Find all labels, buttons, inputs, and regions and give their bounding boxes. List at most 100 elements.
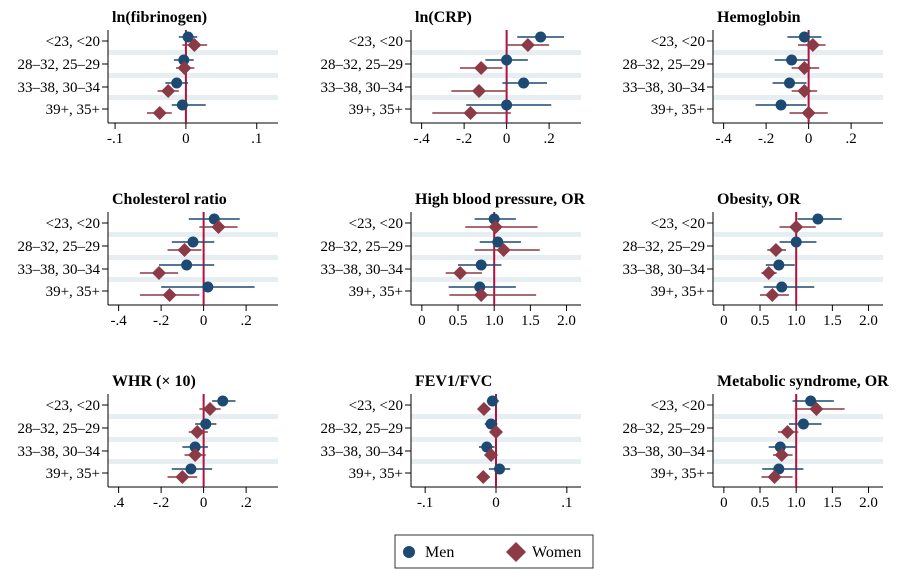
women-point bbox=[474, 288, 489, 302]
row-band bbox=[108, 459, 278, 464]
x-tick-label: 0.5 bbox=[449, 313, 468, 329]
category-label: 28–32, 25–29 bbox=[321, 57, 404, 73]
x-tick-label: 1.5 bbox=[823, 313, 842, 329]
x-tick-label: -.1 bbox=[107, 131, 123, 147]
men-point bbox=[178, 54, 190, 66]
women-point bbox=[801, 106, 816, 120]
women-point bbox=[472, 84, 486, 98]
category-label: 33–38, 30–34 bbox=[321, 444, 404, 460]
women-point bbox=[175, 470, 190, 484]
row-band bbox=[713, 95, 883, 100]
category-label: 33–38, 30–34 bbox=[18, 262, 101, 278]
women-point bbox=[809, 402, 824, 416]
legend-men-marker bbox=[403, 546, 415, 558]
row-band bbox=[713, 459, 883, 464]
panel-title: ln(fibrinogen) bbox=[112, 9, 207, 26]
x-tick-label: .4 bbox=[113, 495, 125, 511]
x-tick-label: 0.5 bbox=[751, 495, 770, 511]
x-tick-label: 1.0 bbox=[787, 495, 806, 511]
women-point bbox=[476, 470, 491, 484]
x-tick-label: -.2 bbox=[758, 131, 774, 147]
panel-2: ln(CRP) <23, <20 28–32, 25–29 33–38, 30–34 3… bbox=[321, 9, 581, 147]
women-point bbox=[474, 61, 489, 75]
category-label: 33–38, 30–34 bbox=[623, 444, 706, 460]
category-label: 39+, 35+ bbox=[46, 466, 100, 482]
x-tick-label: 0 bbox=[200, 495, 208, 511]
legend-women-label: Women bbox=[532, 544, 581, 561]
x-tick-label: 0 bbox=[492, 495, 500, 511]
women-point bbox=[162, 288, 177, 302]
category-label: <23, <20 bbox=[651, 398, 705, 414]
men-point bbox=[485, 418, 497, 430]
panel-title: Cholesterol ratio bbox=[112, 191, 227, 208]
women-point bbox=[768, 243, 783, 257]
category-label: 39+, 35+ bbox=[349, 284, 403, 300]
panel-title: ln(CRP) bbox=[415, 9, 472, 26]
row-band bbox=[108, 95, 278, 100]
women-point bbox=[489, 425, 503, 439]
row-band bbox=[713, 232, 883, 237]
women-point bbox=[484, 448, 499, 462]
women-point bbox=[780, 425, 795, 439]
x-tick-label: .2 bbox=[241, 495, 252, 511]
men-point bbox=[773, 259, 785, 271]
x-tick-label: -.2 bbox=[456, 131, 472, 147]
x-tick-label: -.2 bbox=[153, 313, 169, 329]
x-tick-label: 0 bbox=[418, 313, 426, 329]
women-point bbox=[761, 266, 776, 280]
category-label: 33–38, 30–34 bbox=[18, 80, 101, 96]
panel-9: Metabolic syndrome, OR <23, <20 28–32, 25–… bbox=[623, 373, 890, 511]
women-point bbox=[161, 84, 176, 98]
category-label: 28–32, 25–29 bbox=[321, 421, 404, 437]
men-point bbox=[501, 54, 513, 66]
x-tick-label: 0.5 bbox=[751, 313, 770, 329]
women-point bbox=[177, 61, 192, 75]
women-point bbox=[152, 266, 166, 280]
category-label: 28–32, 25–29 bbox=[321, 239, 404, 255]
category-label: <23, <20 bbox=[46, 398, 100, 414]
women-point bbox=[488, 220, 503, 234]
women-point bbox=[797, 61, 812, 75]
legend-men-label: Men bbox=[425, 544, 454, 561]
men-point bbox=[187, 236, 199, 248]
row-band bbox=[713, 50, 883, 55]
category-label: <23, <20 bbox=[349, 34, 403, 50]
row-band bbox=[411, 95, 581, 100]
category-label: 39+, 35+ bbox=[349, 102, 403, 118]
men-point bbox=[535, 31, 547, 43]
panel-title: WHR (× 10) bbox=[112, 373, 196, 390]
row-band bbox=[713, 277, 883, 282]
women-point bbox=[188, 448, 203, 462]
x-tick-label: -.4 bbox=[716, 131, 733, 147]
panel-title: FEV1/FVC bbox=[415, 373, 492, 390]
legend-women-marker bbox=[506, 542, 526, 562]
men-point bbox=[786, 54, 798, 66]
men-point bbox=[185, 463, 197, 475]
x-tick-label: .2 bbox=[544, 131, 555, 147]
men-point bbox=[189, 441, 201, 453]
x-tick-label: 0 bbox=[200, 313, 208, 329]
x-tick-label: 2.0 bbox=[557, 313, 576, 329]
row-band bbox=[108, 255, 278, 260]
women-point bbox=[177, 243, 192, 257]
category-label: 28–32, 25–29 bbox=[18, 239, 101, 255]
x-tick-label: -.4 bbox=[414, 131, 431, 147]
x-tick-label: -.2 bbox=[153, 495, 169, 511]
x-tick-label: -.1 bbox=[417, 495, 433, 511]
panel-8: FEV1/FVC <23, <20 28–32, 25–29 33–38, 30–34… bbox=[321, 373, 581, 511]
row-band bbox=[108, 232, 278, 237]
men-point bbox=[518, 77, 530, 89]
category-label: 28–32, 25–29 bbox=[623, 239, 706, 255]
men-point bbox=[182, 31, 194, 43]
category-label: 28–32, 25–29 bbox=[18, 57, 101, 73]
row-band bbox=[713, 437, 883, 442]
row-band bbox=[411, 277, 581, 282]
category-label: <23, <20 bbox=[46, 216, 100, 232]
legend-box bbox=[394, 534, 594, 569]
x-tick-label: -.4 bbox=[111, 313, 128, 329]
men-point bbox=[176, 99, 188, 111]
category-label: 33–38, 30–34 bbox=[623, 80, 706, 96]
x-tick-label: 1.0 bbox=[787, 313, 806, 329]
women-point bbox=[190, 425, 205, 439]
panel-4: Cholesterol ratio <23, <20 28–32, 25–29 33–… bbox=[18, 191, 278, 329]
